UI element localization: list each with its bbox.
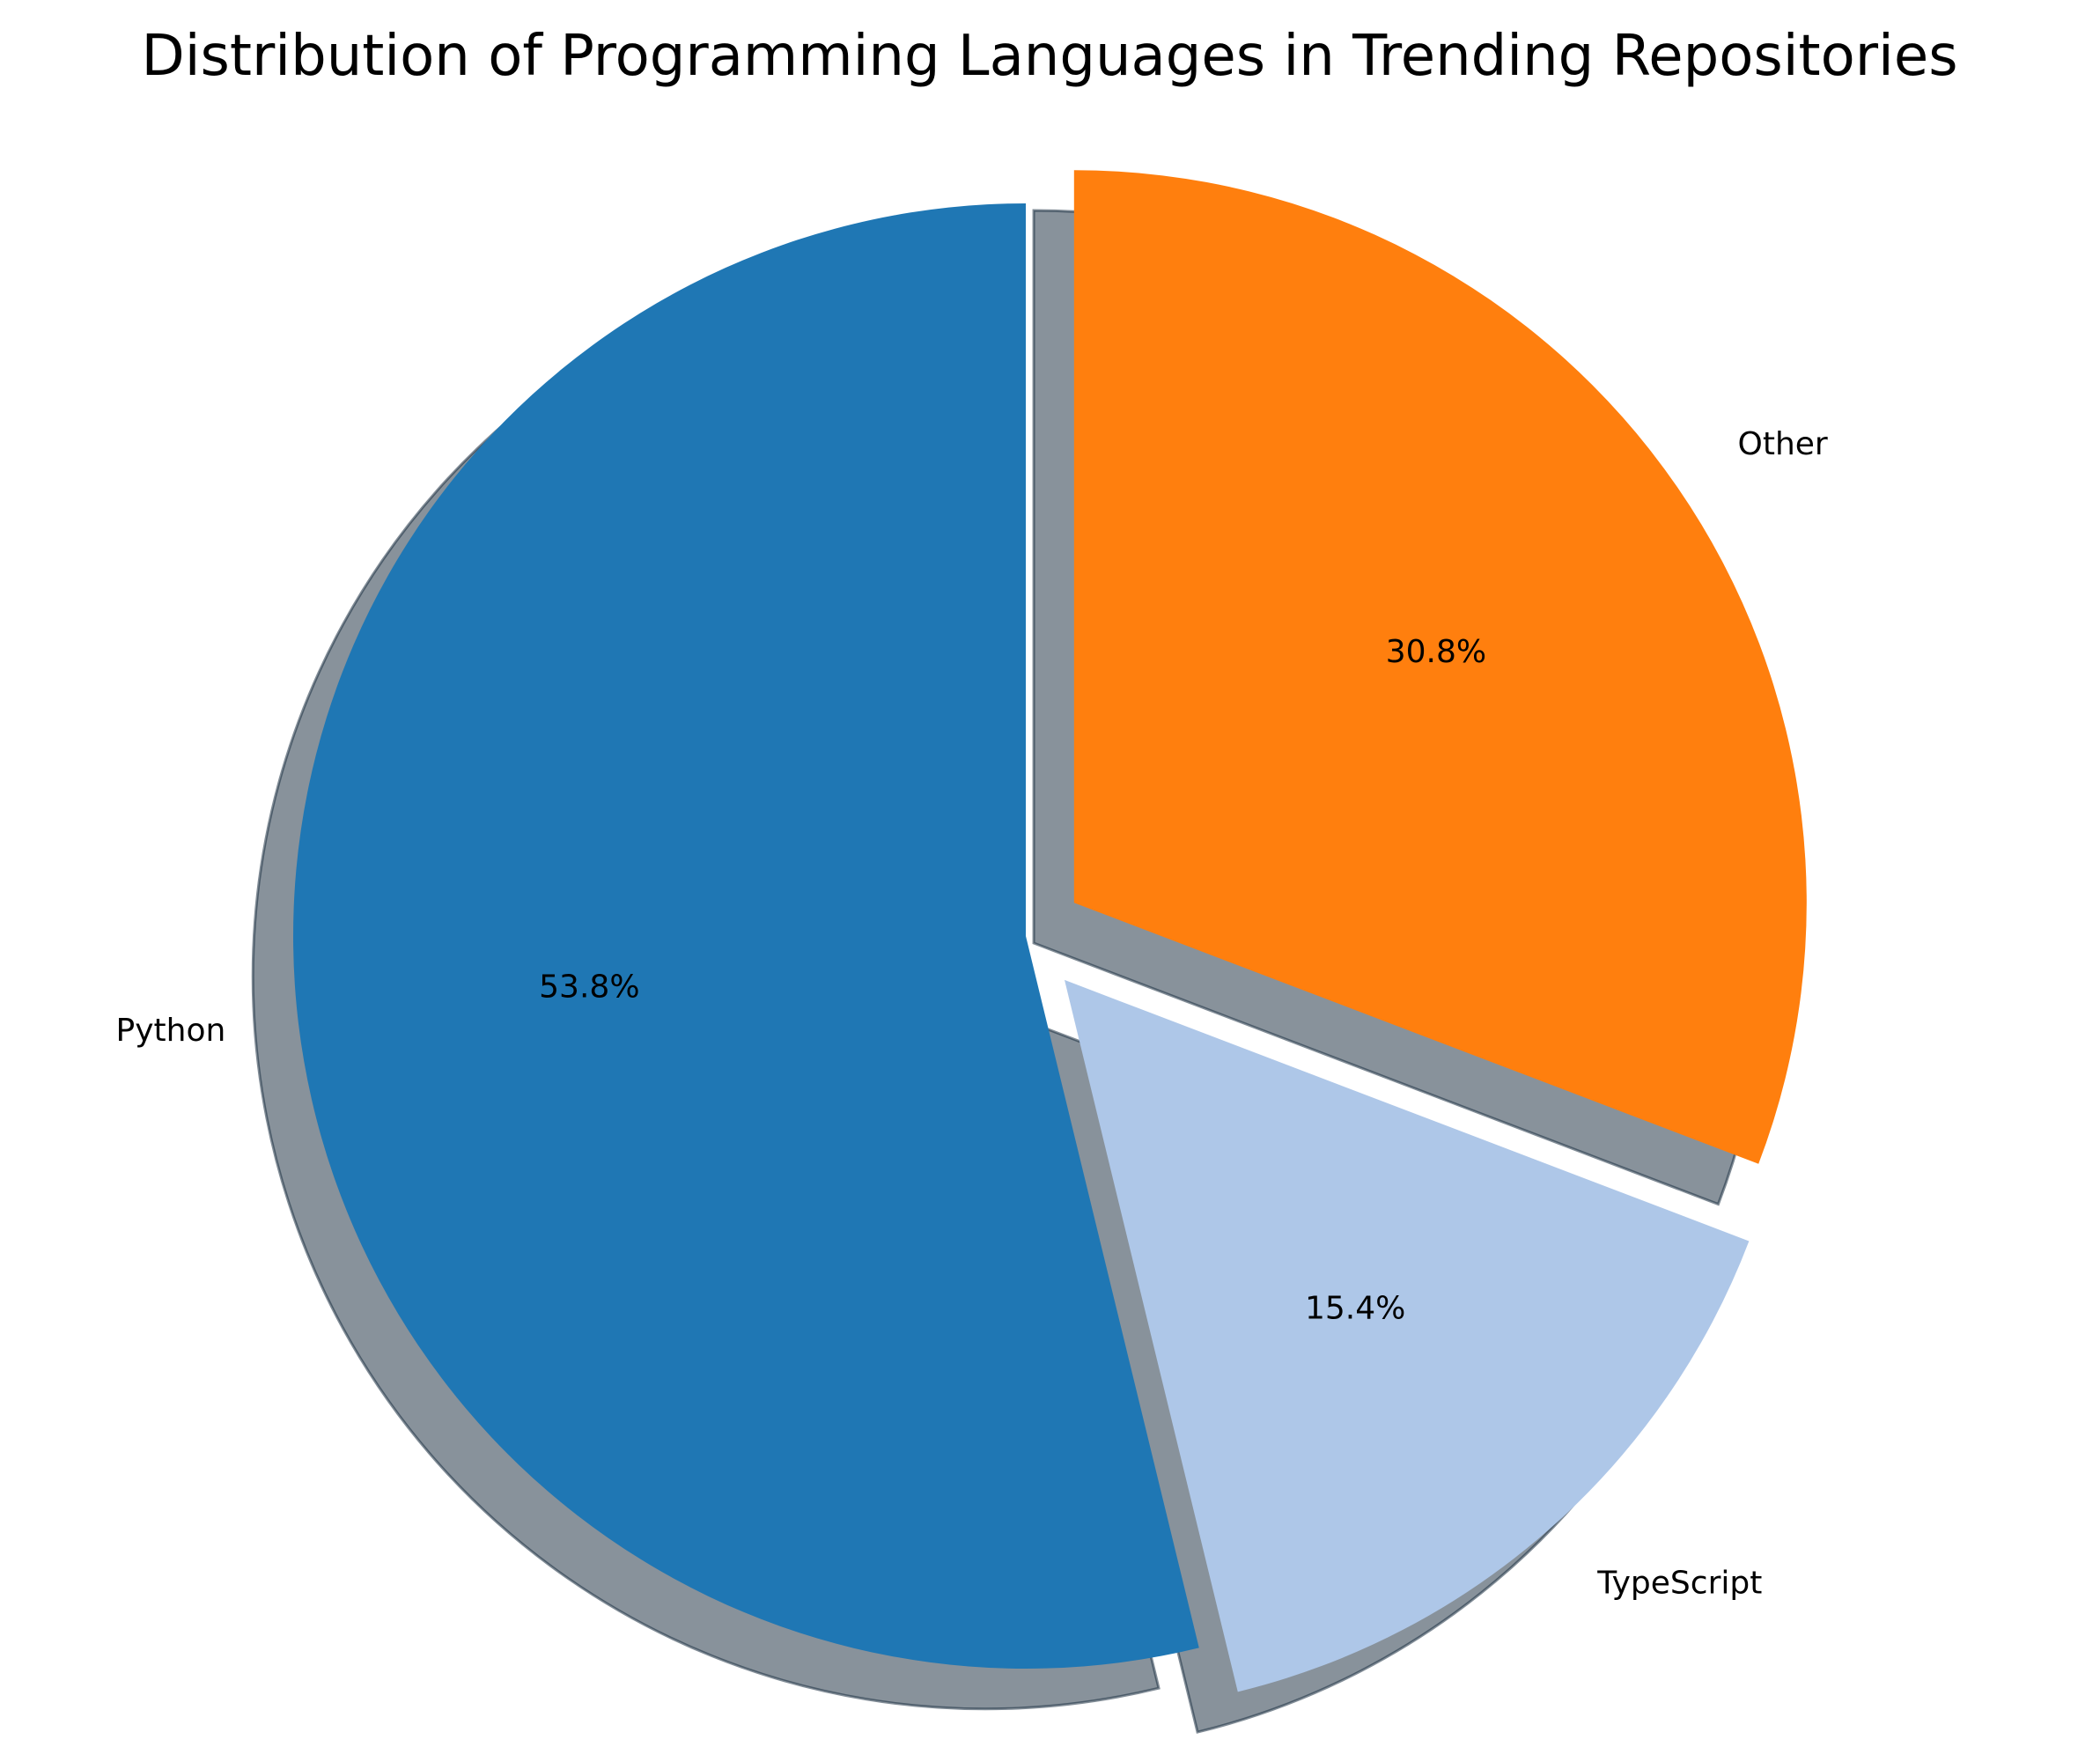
chart-title: Distribution of Programming Languages in… [141,24,1957,89]
slice-other [1073,170,1807,1164]
slice-typescript [1065,979,1750,1692]
slice-label-other: Other [1738,426,1828,462]
slice-python [292,203,1199,1670]
percent-label-python: 53.8% [539,969,639,1005]
slice-label-python: Python [116,1013,226,1049]
slice-label-typescript: TypeScript [1596,1565,1762,1601]
label-layer: Python 53.8% TypeScript 15.4% Other 30.8% [116,426,1828,1601]
percent-label-other: 30.8% [1386,634,1486,670]
slice-layer [292,170,1807,1692]
percent-label-typescript: 15.4% [1305,1290,1405,1326]
